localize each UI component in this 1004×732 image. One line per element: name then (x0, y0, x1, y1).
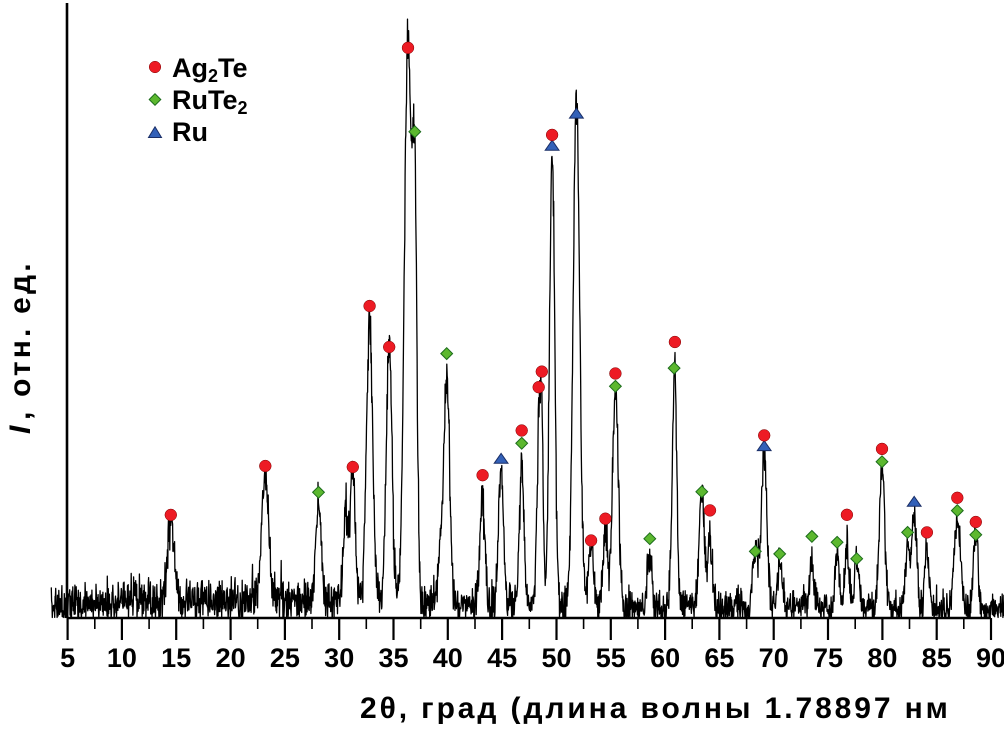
svg-text:90: 90 (976, 643, 1004, 673)
svg-text:65: 65 (704, 643, 734, 673)
svg-text:50: 50 (541, 643, 571, 673)
svg-text:70: 70 (759, 643, 789, 673)
svg-text:30: 30 (324, 643, 354, 673)
svg-text:I: I (4, 425, 37, 434)
svg-text:RuTe2: RuTe2 (172, 85, 248, 118)
svg-text:5: 5 (60, 643, 75, 673)
svg-text:85: 85 (922, 643, 952, 673)
svg-text:2θ, град (длина волны 1.78897: 2θ, град (длина волны 1.78897 нм (360, 692, 951, 725)
svg-text:80: 80 (867, 643, 897, 673)
svg-text:45: 45 (487, 643, 517, 673)
svg-text:, отн. ед.: , отн. ед. (4, 260, 37, 420)
svg-text:75: 75 (813, 643, 843, 673)
svg-text:55: 55 (596, 643, 626, 673)
svg-text:20: 20 (216, 643, 246, 673)
svg-text:25: 25 (270, 643, 300, 673)
svg-text:60: 60 (650, 643, 680, 673)
svg-text:Ru: Ru (172, 117, 208, 147)
svg-text:35: 35 (378, 643, 408, 673)
svg-text:10: 10 (107, 643, 137, 673)
svg-text:40: 40 (433, 643, 463, 673)
svg-text:15: 15 (161, 643, 191, 673)
